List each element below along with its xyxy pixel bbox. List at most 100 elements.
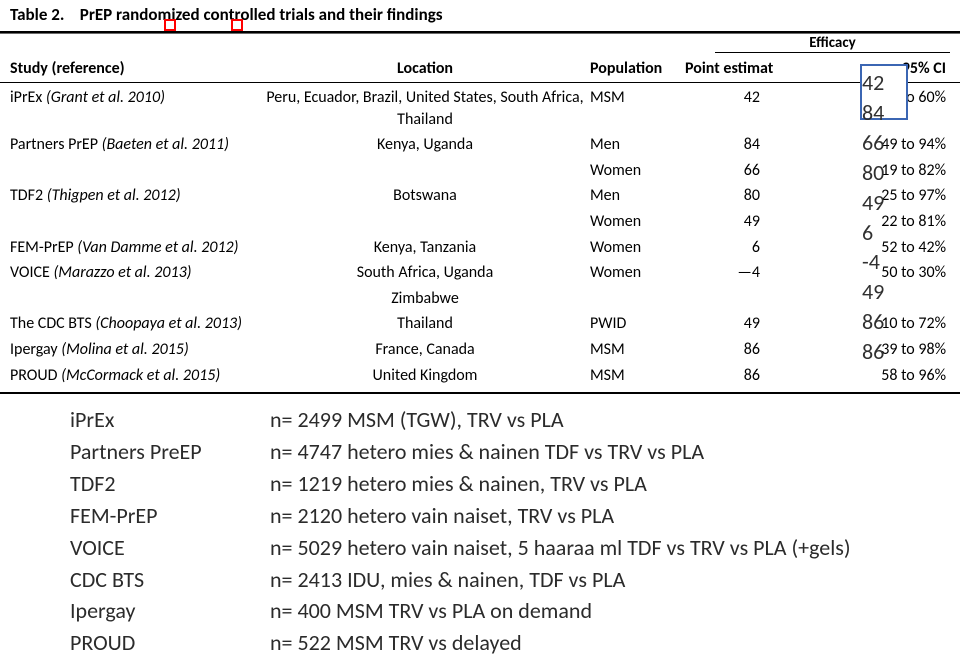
table-row: PROUD (McCormack et al. 2015)United King… [0, 363, 960, 389]
note-label: iPrEx [70, 404, 270, 436]
overlay-value: 49 [862, 188, 884, 218]
table-super-header: Efficacy [0, 34, 960, 53]
cell-location [260, 211, 590, 233]
overlay-value: 84 [862, 98, 884, 128]
note-row: Partners PreEPn= 4747 hetero mies & nain… [70, 436, 960, 468]
note-label: Partners PreEP [70, 436, 270, 468]
cell-point-estimate: 49 [685, 211, 790, 233]
cell-population: Men [590, 134, 685, 156]
note-value: n= 2499 MSM (TGW), TRV vs PLA [270, 404, 960, 436]
table-row: Zimbabwe [0, 286, 960, 312]
cell-study: VOICE (Marazzo et al. 2013) [10, 262, 260, 284]
table-row: FEM-PrEP (Van Damme et al. 2012)Kenya, T… [0, 235, 960, 261]
cell-point-estimate: 42 [685, 87, 790, 130]
cell-population: MSM [590, 339, 685, 361]
cell-population [590, 288, 685, 310]
cell-location: Botswana [260, 185, 590, 207]
note-value: n= 2120 hetero vain naiset, TRV vs PLA [270, 500, 960, 532]
cell-ci: 58 to 96% [790, 365, 950, 387]
cell-point-estimate: 80 [685, 185, 790, 207]
cell-population: Women [590, 211, 685, 233]
cell-study [10, 211, 260, 233]
note-value: n= 522 MSM TRV vs delayed [270, 627, 960, 659]
cell-population: MSM [590, 87, 685, 130]
efficacy-overlay-list: 42846680496-4498686 [862, 68, 884, 367]
rule-bottom [0, 392, 960, 394]
overlay-value: 42 [862, 68, 884, 98]
col-population: Population [590, 59, 685, 78]
col-point-estimate: Point estimat [685, 59, 790, 78]
study-notes: iPrExn= 2499 MSM (TGW), TRV vs PLAPartne… [0, 404, 960, 659]
cell-location: United Kingdom [260, 365, 590, 387]
cell-location: South Africa, Uganda [260, 262, 590, 284]
note-value: n= 4747 hetero mies & nainen TDF vs TRV … [270, 436, 960, 468]
cell-location: Peru, Ecuador, Brazil, United States, So… [260, 87, 590, 130]
note-value: n= 5029 hetero vain naiset, 5 haaraa ml … [270, 532, 960, 564]
overlay-value: -4 [862, 247, 884, 277]
cell-study: FEM-PrEP (Van Damme et al. 2012) [10, 237, 260, 259]
cell-location: Thailand [260, 313, 590, 335]
cell-point-estimate: 86 [685, 365, 790, 387]
cell-study: TDF2 (Thigpen et al. 2012) [10, 185, 260, 207]
annotation-square-icon [164, 19, 176, 31]
cell-study: PROUD (McCormack et al. 2015) [10, 365, 260, 387]
cell-location: Zimbabwe [260, 288, 590, 310]
overlay-value: 86 [862, 337, 884, 367]
overlay-value: 66 [862, 128, 884, 158]
table-row: iPrEx (Grant et al. 2010)Peru, Ecuador, … [0, 85, 960, 132]
overlay-value: 80 [862, 158, 884, 188]
table-row: TDF2 (Thigpen et al. 2012)BotswanaMen802… [0, 183, 960, 209]
table-row: Partners PrEP (Baeten et al. 2011)Kenya,… [0, 132, 960, 158]
note-label: FEM-PrEP [70, 500, 270, 532]
table-row: The CDC BTS (Choopaya et al. 2013)Thaila… [0, 311, 960, 337]
cell-study: Ipergay (Molina et al. 2015) [10, 339, 260, 361]
cell-location: Kenya, Tanzania [260, 237, 590, 259]
table-title: PrEP randomized controlled trials and th… [80, 4, 443, 25]
cell-population: PWID [590, 313, 685, 335]
note-value: n= 2413 IDU, mies & nainen, TDF vs PLA [270, 564, 960, 596]
col-location: Location [260, 59, 590, 78]
note-row: FEM-PrEPn= 2120 hetero vain naiset, TRV … [70, 500, 960, 532]
cell-study: The CDC BTS (Choopaya et al. 2013) [10, 313, 260, 335]
cell-point-estimate: 84 [685, 134, 790, 156]
note-row: CDC BTSn= 2413 IDU, mies & nainen, TDF v… [70, 564, 960, 596]
cell-point-estimate [685, 288, 790, 310]
note-label: CDC BTS [70, 564, 270, 596]
note-row: PROUDn= 522 MSM TRV vs delayed [70, 627, 960, 659]
cell-point-estimate: 66 [685, 160, 790, 182]
cell-point-estimate: 49 [685, 313, 790, 335]
efficacy-header: Efficacy [715, 34, 950, 53]
cell-population: Women [590, 262, 685, 284]
table-row: Women4922 to 81% [0, 209, 960, 235]
cell-location [260, 160, 590, 182]
table-caption: Table 2. PrEP randomized controlled tria… [0, 0, 960, 27]
note-label: PROUD [70, 627, 270, 659]
cell-study: iPrEx (Grant et al. 2010) [10, 87, 260, 130]
cell-population: Women [590, 237, 685, 259]
cell-point-estimate: 86 [685, 339, 790, 361]
cell-location: Kenya, Uganda [260, 134, 590, 156]
note-row: VOICEn= 5029 hetero vain naiset, 5 haara… [70, 532, 960, 564]
cell-point-estimate: 6 [685, 237, 790, 259]
cell-population: MSM [590, 365, 685, 387]
note-row: TDF2n= 1219 hetero mies & nainen, TRV vs… [70, 468, 960, 500]
table-label: Table 2. [10, 4, 64, 25]
cell-population: Men [590, 185, 685, 207]
table-row: Ipergay (Molina et al. 2015)France, Cana… [0, 337, 960, 363]
cell-study [10, 288, 260, 310]
cell-location: France, Canada [260, 339, 590, 361]
overlay-value: 49 [862, 277, 884, 307]
note-row: iPrExn= 2499 MSM (TGW), TRV vs PLA [70, 404, 960, 436]
annotation-square-icon [231, 19, 243, 31]
overlay-value: 86 [862, 307, 884, 337]
note-value: n= 1219 hetero mies & nainen, TRV vs PLA [270, 468, 960, 500]
cell-population: Women [590, 160, 685, 182]
rule-header [0, 82, 960, 83]
overlay-value: 6 [862, 218, 884, 248]
note-label: Ipergay [70, 595, 270, 627]
table-row: VOICE (Marazzo et al. 2013)South Africa,… [0, 260, 960, 286]
cell-study: Partners PrEP (Baeten et al. 2011) [10, 134, 260, 156]
cell-point-estimate: —4 [685, 262, 790, 284]
cell-study [10, 160, 260, 182]
note-value: n= 400 MSM TRV vs PLA on demand [270, 595, 960, 627]
